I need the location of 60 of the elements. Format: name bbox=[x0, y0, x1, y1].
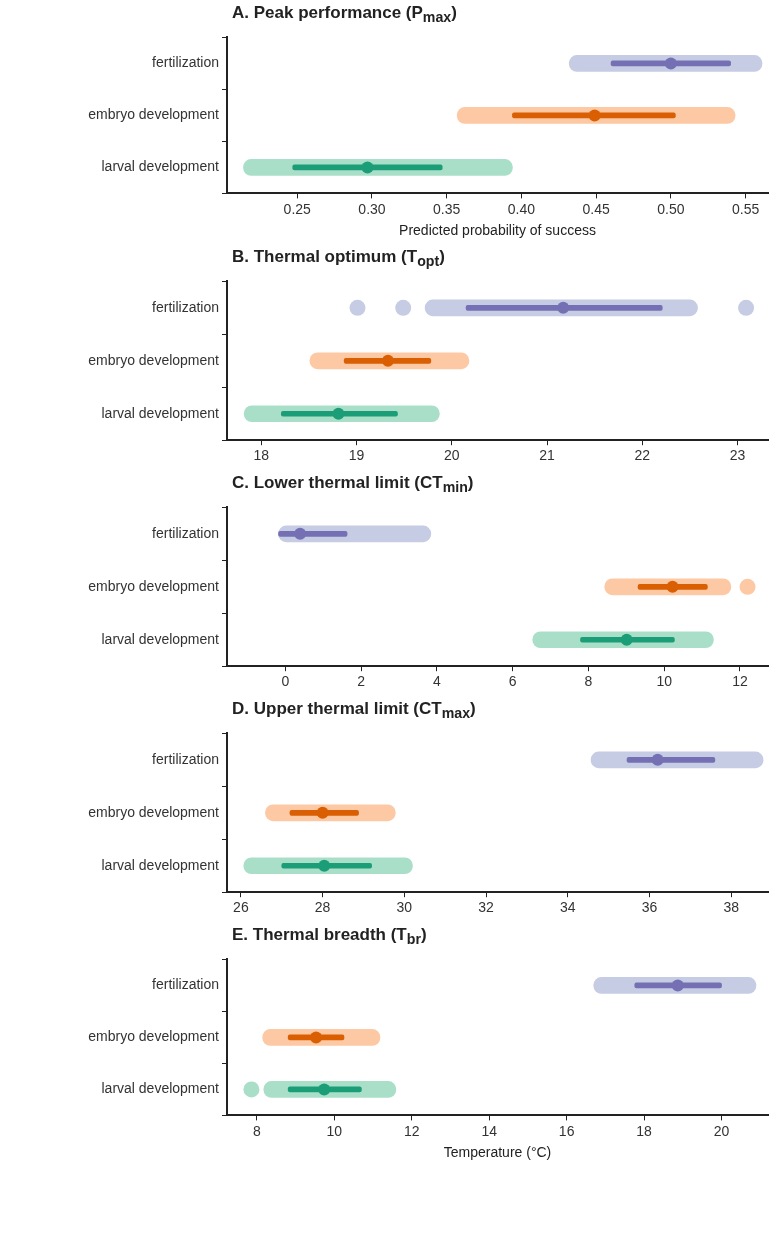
y-tick-label: embryo development bbox=[88, 351, 220, 368]
chart-title: D. Upper thermal limit (CT$_{max}$) bbox=[231, 698, 477, 722]
x-tick-label: 19 bbox=[348, 447, 365, 464]
x-tick-label: 0.45 bbox=[582, 200, 610, 217]
x-tick-label: 30 bbox=[396, 899, 413, 916]
y-tick-label: embryo development bbox=[88, 1028, 220, 1045]
y-tick-label: fertilization bbox=[152, 976, 219, 993]
y-tick-label: embryo development bbox=[88, 577, 220, 594]
y-tick-label: fertilization bbox=[152, 524, 219, 541]
x-tick-label: 0.25 bbox=[283, 200, 312, 217]
y-tick-label: fertilization bbox=[152, 54, 219, 71]
y-tick-label: larval development bbox=[101, 158, 220, 175]
y-tick-label: fertilization bbox=[152, 750, 219, 767]
x-tick-label: 4 bbox=[432, 673, 441, 690]
y-tick-label: embryo development bbox=[88, 803, 220, 820]
x-tick-label: 23 bbox=[729, 447, 746, 464]
x-tick-label: 0.30 bbox=[358, 200, 386, 217]
x-tick-label: 2 bbox=[357, 673, 366, 690]
y-tick-label: larval development bbox=[101, 404, 220, 421]
x-tick-label: 28 bbox=[314, 899, 331, 916]
bar bbox=[465, 305, 663, 311]
x-tick-label: 14 bbox=[481, 1122, 498, 1139]
x-tick-label: 0.50 bbox=[657, 200, 685, 217]
x-tick-label: 0.35 bbox=[433, 200, 461, 217]
bar bbox=[278, 531, 348, 537]
chart-title: A. Peak performance (P$_{max}$) bbox=[231, 2, 458, 26]
bar bbox=[626, 757, 716, 763]
x-tick-label: 34 bbox=[559, 899, 576, 916]
x-tick-label: 0.40 bbox=[507, 200, 536, 217]
x-tick-label: 16 bbox=[558, 1122, 575, 1139]
x-tick-label: 18 bbox=[253, 447, 270, 464]
x-tick-label: 20 bbox=[443, 447, 460, 464]
x-tick-label: 10 bbox=[656, 673, 673, 690]
x-tick-label: 32 bbox=[478, 899, 495, 916]
x-tick-label: 8 bbox=[252, 1122, 261, 1139]
x-axis-title: Temperature (°C) bbox=[443, 1144, 552, 1161]
y-tick-label: embryo development bbox=[88, 106, 220, 123]
bar bbox=[637, 583, 708, 590]
x-tick-label: 26 bbox=[233, 899, 249, 916]
chart-title: B. Thermal optimum (T$_{opt}$) bbox=[231, 246, 446, 270]
x-tick-label: 6 bbox=[508, 673, 517, 690]
x-tick-label: 0.55 bbox=[731, 200, 760, 217]
x-axis-title: Predicted probability of success bbox=[399, 222, 596, 239]
x-tick-label: 21 bbox=[539, 447, 556, 464]
x-tick-label: 18 bbox=[636, 1122, 653, 1139]
x-tick-label: 22 bbox=[634, 447, 651, 464]
x-tick-label: 20 bbox=[713, 1122, 730, 1139]
y-tick-label: larval development bbox=[101, 630, 220, 647]
x-tick-label: 0 bbox=[281, 673, 290, 690]
x-tick-label: 12 bbox=[732, 673, 748, 690]
y-tick-label: larval development bbox=[101, 1080, 220, 1097]
x-tick-label: 36 bbox=[641, 899, 658, 916]
y-tick-label: fertilization bbox=[152, 298, 219, 315]
x-tick-label: 8 bbox=[584, 673, 593, 690]
chart-title: C. Lower thermal limit (CT$_{min}$) bbox=[231, 472, 475, 496]
chart-title: E. Thermal breadth (T$_{br}$) bbox=[231, 924, 428, 948]
x-tick-label: 38 bbox=[723, 899, 740, 916]
x-tick-label: 10 bbox=[326, 1122, 343, 1139]
y-tick-label: larval development bbox=[101, 856, 220, 873]
x-tick-label: 12 bbox=[403, 1122, 420, 1139]
